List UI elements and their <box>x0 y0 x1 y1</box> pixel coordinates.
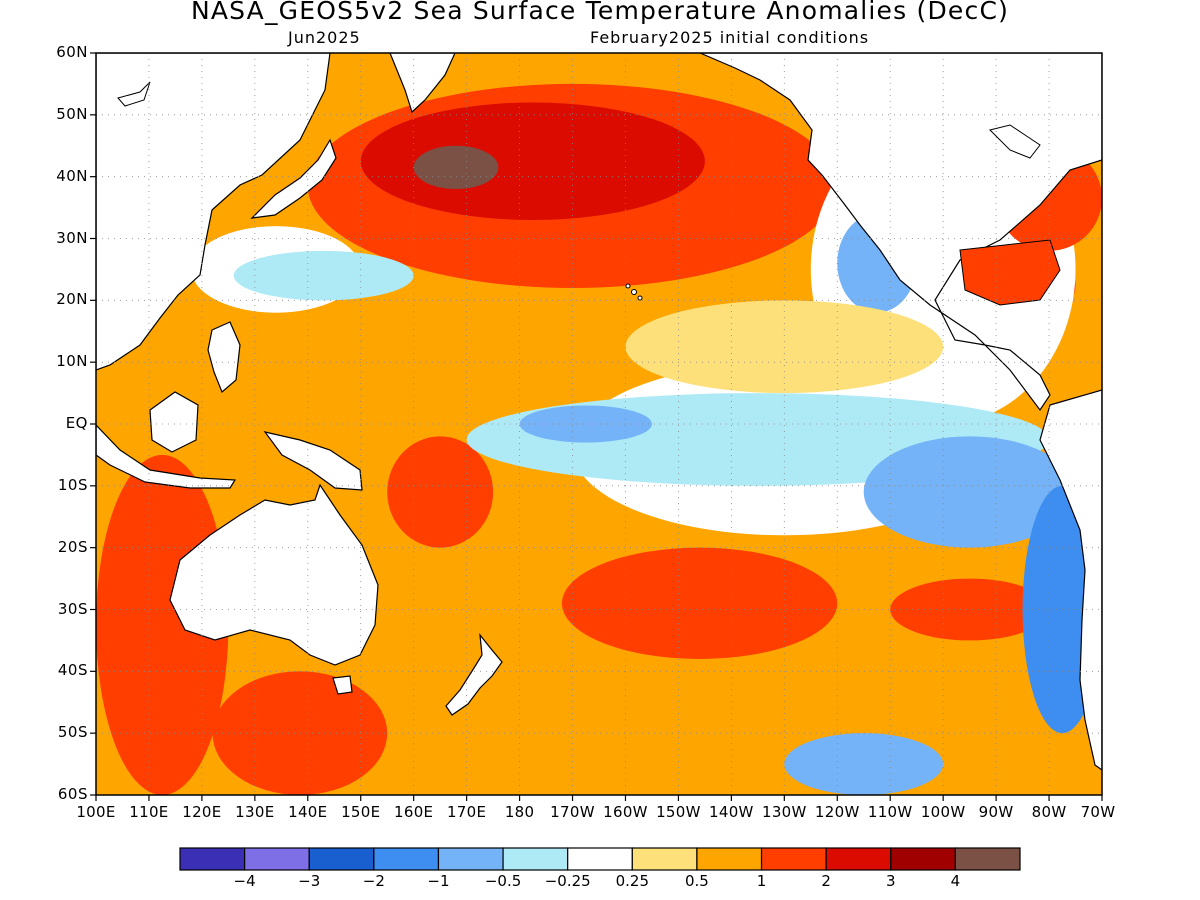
lon-label: 140E <box>288 803 328 821</box>
colorbar-label: −0.25 <box>544 872 591 890</box>
anomaly-patch <box>561 547 838 659</box>
land-hawaii <box>625 283 631 289</box>
lat-label: 10N <box>56 352 88 371</box>
colorbar-swatch <box>825 847 892 871</box>
colorbar <box>179 847 1021 871</box>
colorbar-swatch <box>954 847 1021 871</box>
anomaly-patch <box>360 102 705 220</box>
lon-label: 160E <box>394 803 434 821</box>
colorbar-label: −4 <box>233 872 256 890</box>
anomaly-patch <box>96 454 229 795</box>
land-japan <box>250 138 337 219</box>
colorbar-label: −0.5 <box>484 872 522 890</box>
anomaly-patch <box>519 405 652 443</box>
land-north-america <box>699 53 1102 412</box>
lon-label: 120E <box>182 803 222 821</box>
lat-label: 40N <box>56 166 88 185</box>
colorbar-label: −3 <box>298 872 321 890</box>
colorbar-swatch <box>890 847 956 871</box>
land-arctic-bits <box>989 124 1041 159</box>
lat-label: 10S <box>57 475 88 494</box>
anomaly-patch <box>863 436 1076 548</box>
initial-conditions: February2025 initial conditions <box>590 28 870 47</box>
land-sumatra-java <box>96 424 237 489</box>
colorbar-label: −1 <box>427 872 450 890</box>
land-asia <box>96 53 331 371</box>
lon-label: 160W <box>603 803 648 821</box>
forecast-month: Jun2025 <box>288 28 361 47</box>
lat-label: 30S <box>57 599 88 618</box>
lon-label: 70W <box>1080 803 1116 821</box>
lat-label: 20S <box>57 537 88 556</box>
colorbar-swatch <box>631 847 698 871</box>
gulf-of-mexico <box>959 239 1061 306</box>
land-borneo <box>149 391 199 453</box>
lon-label: 110E <box>129 803 169 821</box>
anomaly-patch <box>212 671 388 795</box>
lat-label: 30N <box>56 228 88 247</box>
anomaly-patch <box>784 733 944 795</box>
lon-label: 150W <box>656 803 701 821</box>
anomaly-patch <box>233 250 414 301</box>
colorbar-swatch <box>244 847 310 871</box>
lon-label: 150E <box>341 803 381 821</box>
colorbar-label: 4 <box>950 872 961 890</box>
land-hawaii <box>631 289 637 295</box>
lat-label: 50N <box>56 104 88 123</box>
colorbar-swatch <box>373 847 440 871</box>
colorbar-label: 3 <box>885 872 896 890</box>
lat-label: 60N <box>56 43 88 61</box>
anomaly-patch <box>254 287 547 424</box>
colorbar-swatch <box>179 847 246 871</box>
colorbar-label: −2 <box>362 872 385 890</box>
land-new-zealand <box>445 633 503 716</box>
colorbar-swatch <box>502 847 569 871</box>
anomaly-patch <box>625 300 944 394</box>
lon-label: 100W <box>920 803 966 821</box>
colorbar-label: 1 <box>756 872 767 890</box>
lon-label: 130E <box>235 803 275 821</box>
lat-label: EQ <box>65 414 88 432</box>
lon-label: 170W <box>550 803 595 821</box>
land-new-guinea <box>263 431 363 491</box>
lon-label: 100E <box>76 803 116 821</box>
colorbar-label: 2 <box>821 872 831 890</box>
lat-label: 20N <box>56 290 88 309</box>
land-philippines <box>207 321 241 394</box>
land-arctic-bits <box>117 81 151 107</box>
colorbar-swatch <box>308 847 375 871</box>
colorbar-label: 0.5 <box>684 872 709 890</box>
lon-label: 90W <box>978 803 1014 821</box>
anomaly-patch <box>413 145 499 190</box>
land-masses <box>96 53 1102 771</box>
land-south-america <box>1039 389 1102 771</box>
land-australia <box>169 483 379 666</box>
ticks <box>90 52 1103 801</box>
lon-label: 80W <box>1031 803 1067 821</box>
grid-lines <box>96 53 1102 795</box>
land-hawaii <box>637 295 643 301</box>
colorbar-swatch <box>696 847 763 871</box>
colorbar-swatch <box>437 847 504 871</box>
anomaly-patch <box>387 436 494 548</box>
lon-label: 140W <box>709 803 754 821</box>
chart-title: NASA_GEOS5v2 Sea Surface Temperature Ano… <box>190 0 1010 25</box>
lon-label: 170E <box>446 803 487 821</box>
lon-label: 180 <box>504 803 535 821</box>
lat-label: 40S <box>57 661 88 680</box>
colorbar-label: 0.25 <box>615 872 649 890</box>
lon-label: 120W <box>814 803 860 821</box>
land-tasmania <box>332 675 353 695</box>
lon-label: 130W <box>761 803 807 821</box>
colorbar-swatch <box>760 847 827 871</box>
lat-label: 60S <box>57 785 88 803</box>
lat-label: 50S <box>57 723 88 742</box>
lon-label: 110W <box>867 803 913 821</box>
anomaly-patch <box>890 578 1050 641</box>
land-kamchatka <box>389 53 456 114</box>
colorbar-swatch <box>567 847 633 871</box>
